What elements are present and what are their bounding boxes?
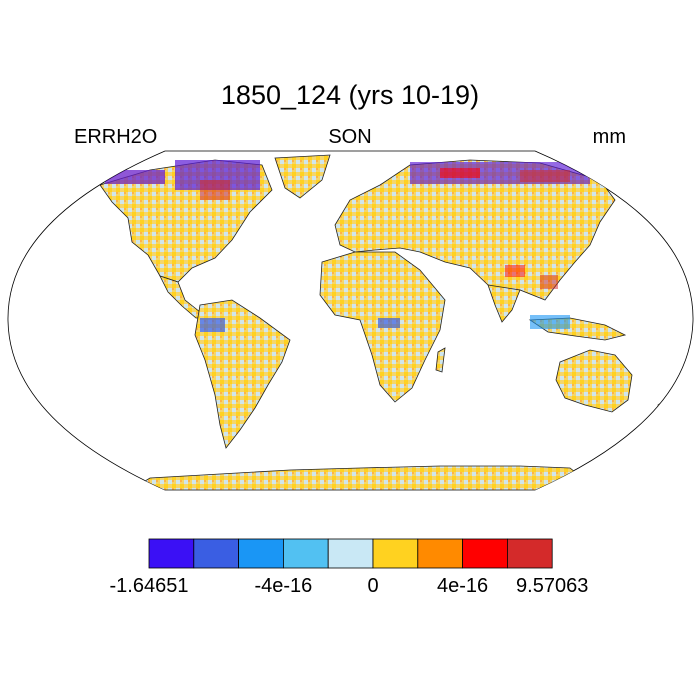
colorbar-swatch: [462, 538, 508, 569]
variable-label: ERRH2O: [74, 126, 158, 148]
colorbar-tick-label: 0: [367, 575, 379, 597]
land-field: [99, 154, 666, 490]
colorbar-swatch: [372, 538, 419, 569]
colorbar-tick-label: 9.57063: [516, 575, 589, 597]
colorbar-swatch: [417, 538, 463, 569]
colorbar-swatch: [193, 538, 240, 569]
greenland-land: [274, 154, 331, 199]
madagascar-land: [435, 347, 446, 373]
map-title: 1850_124 (yrs 10-19): [220, 80, 480, 110]
eurasia-land: [334, 159, 616, 301]
colorbar-swatch: [327, 538, 374, 569]
season-label: SON: [328, 126, 372, 148]
colorbar-tick-label: -4e-16: [254, 575, 313, 597]
arctic-extremes: [105, 160, 590, 332]
colorbar-swatch: [282, 538, 329, 569]
colorbar-tick-label: 4e-16: [437, 575, 489, 597]
colorbar: [148, 538, 553, 569]
colorbar-swatch: [148, 538, 195, 569]
india-land: [487, 284, 521, 323]
colorbar-tick-label: -1.64651: [109, 575, 189, 597]
colorbar-swatch: [238, 538, 284, 569]
units-label: mm: [592, 126, 626, 148]
south-america-land: [194, 299, 291, 449]
colorbar-swatch: [506, 538, 553, 569]
australia-land: [555, 349, 633, 413]
